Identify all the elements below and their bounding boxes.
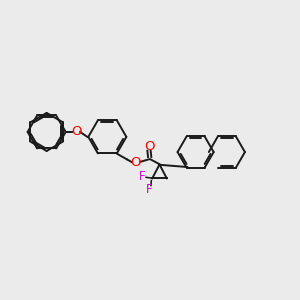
Text: O: O	[130, 156, 141, 169]
Text: F: F	[146, 183, 152, 196]
Text: O: O	[71, 125, 81, 139]
Text: O: O	[144, 140, 154, 153]
Text: F: F	[139, 170, 146, 184]
